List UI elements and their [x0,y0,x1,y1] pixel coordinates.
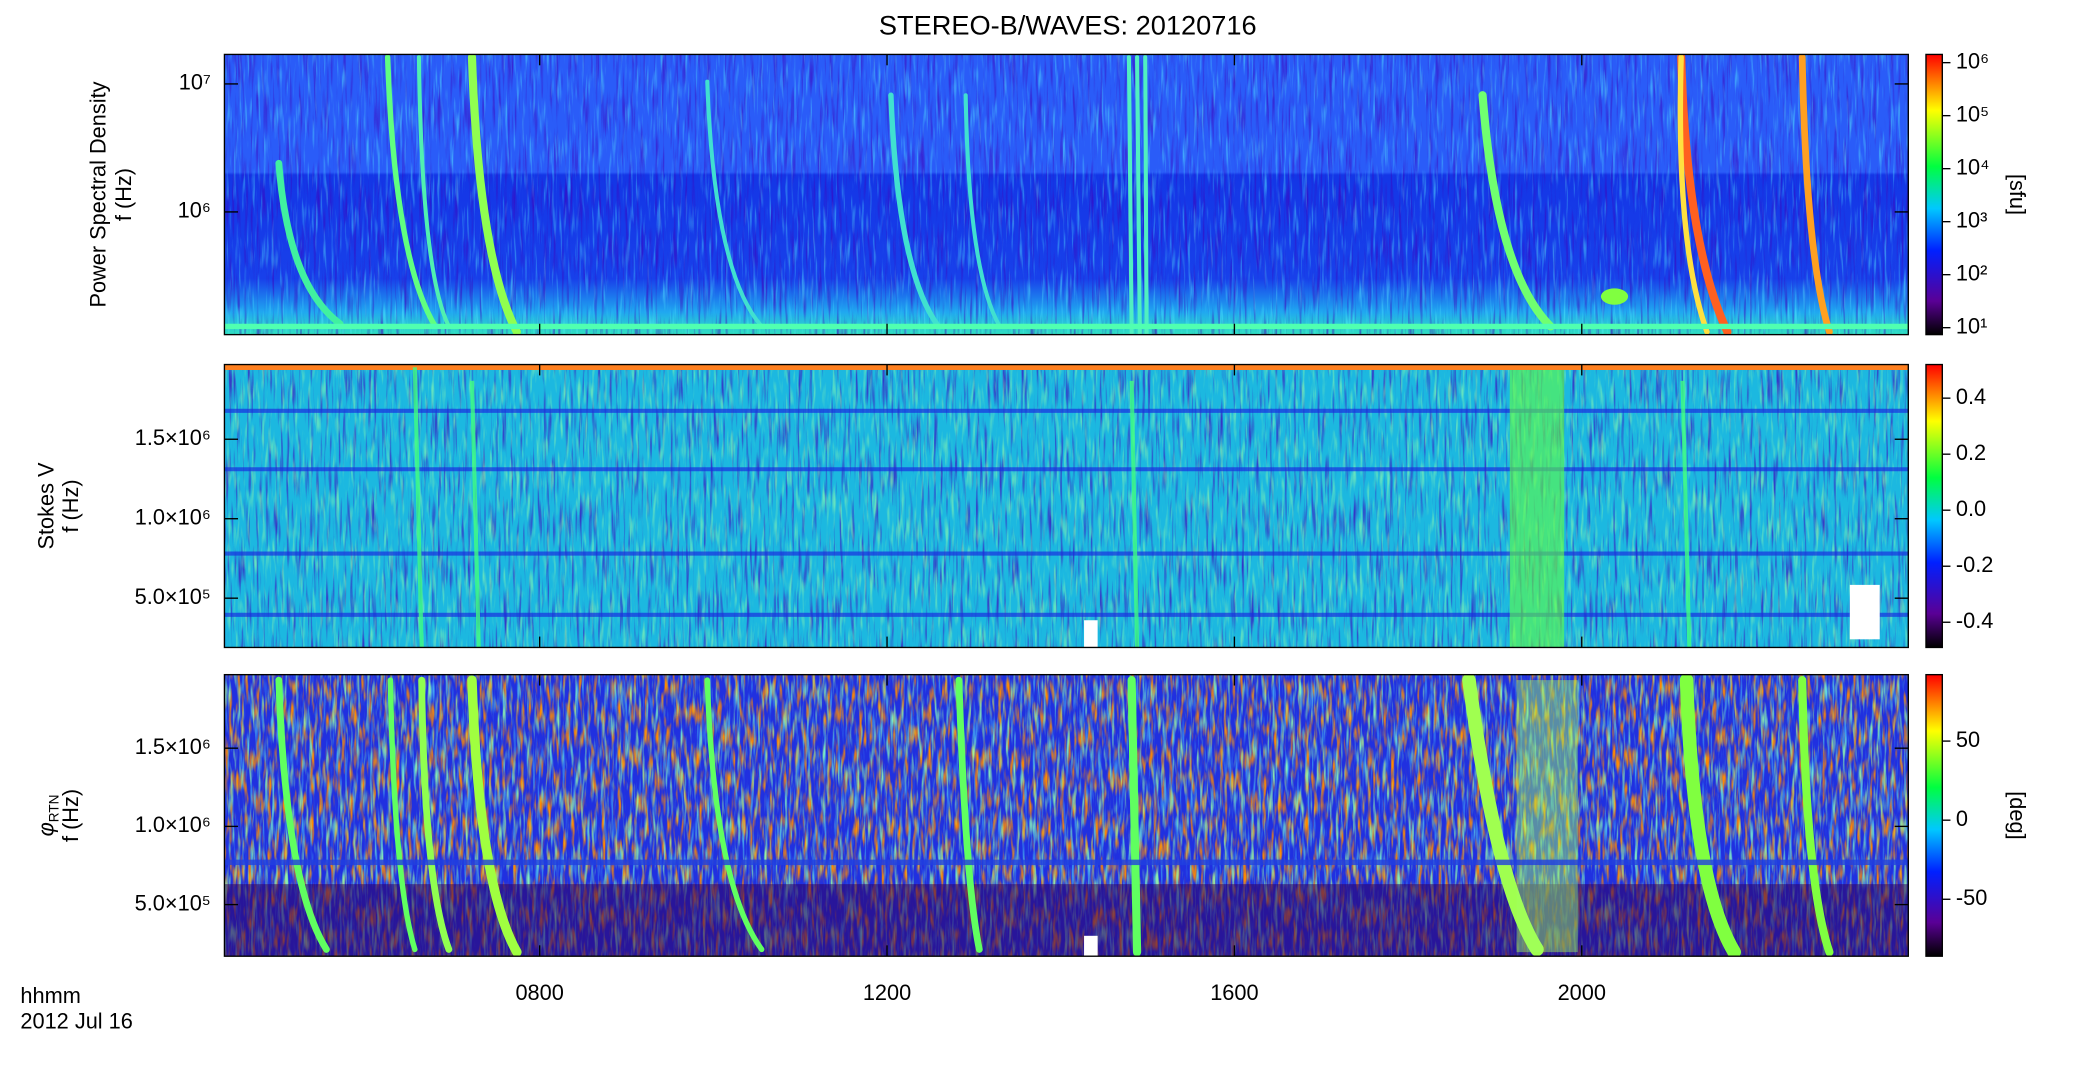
colorbar-tick-label: 0 [1956,806,1968,831]
y-axis-label-sub: RTN [46,794,61,822]
y-axis-label-text: Power Spectral Density [85,81,110,307]
colorbar-label: [sfu] [2005,174,2030,215]
colorbar-tick-label: 10⁶ [1956,48,1989,73]
colorbar-tick-label: 0.4 [1956,384,1986,409]
colorbar-tick-label: 10⁵ [1956,101,1989,126]
colorbar-tick-label: 10³ [1956,207,1987,232]
y-tick-label: 5.0×10⁵ [135,584,211,609]
y-tick-label: 10⁷ [179,70,211,95]
colorbar-tick-label: 10¹ [1956,313,1987,338]
y-axis-label-text: φ [33,822,58,836]
y-axis-label: Power Spectral Density [85,81,110,307]
y-axis-label-2: f (Hz) [111,168,136,221]
y-tick-label: 10⁶ [178,198,211,223]
y-axis-label-2: f (Hz) [58,479,83,532]
y-axis-label: φRTN [33,794,61,836]
colorbar [1925,53,1943,336]
y-tick-label: 1.5×10⁶ [135,425,211,450]
colorbar-tick-label: 10⁴ [1956,154,1990,179]
plot-frame [223,673,1909,957]
y-axis-label-text: Stokes V [33,462,58,550]
colorbar-tick-label: 0.2 [1956,440,1986,465]
spectrogram-image [224,54,1909,335]
colorbar-tick-label: -50 [1956,885,1987,910]
y-axis-label: Stokes V [33,462,58,550]
phi-image [224,674,1909,957]
stokes-image [224,364,1909,648]
colorbar-tick-label: 0.0 [1956,496,1986,521]
y-tick-label: 5.0×10⁵ [135,890,211,915]
y-tick-label: 1.0×10⁶ [135,504,211,529]
date-label: 2012 Jul 16 [20,1009,132,1034]
x-tick-label: 1200 [863,980,911,1005]
x-tick-label: 2000 [1558,980,1606,1005]
plot-frame [223,363,1909,649]
plot-frame [223,53,1909,336]
x-tick-label: 0800 [515,980,563,1005]
y-axis-label-2: f (Hz) [58,789,83,842]
colorbar-tick-label: -0.4 [1956,608,1993,633]
colorbar-tick-label: 50 [1956,727,1980,752]
colorbar-tick-label: -0.2 [1956,552,1993,577]
colorbar-label: [deg] [2005,791,2030,839]
x-tick-label: 1600 [1210,980,1258,1005]
chart-title: STEREO-B/WAVES: 20120716 [879,9,1257,40]
colorbar [1925,363,1943,649]
x-axis-label: hhmm [20,983,80,1008]
colorbar [1925,673,1943,957]
y-tick-label: 1.0×10⁶ [135,812,211,837]
colorbar-tick-label: 10² [1956,260,1987,285]
y-tick-label: 1.5×10⁶ [135,734,211,759]
